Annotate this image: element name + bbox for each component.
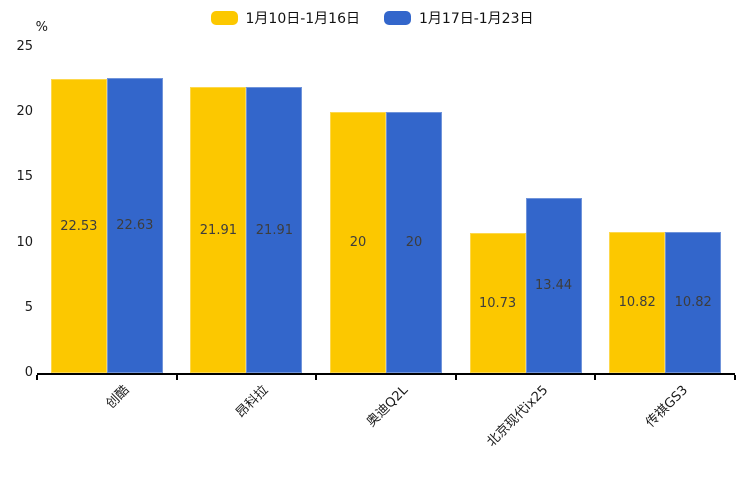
bar-value-label: 13.44 bbox=[534, 277, 573, 293]
bar-value-label: 10.82 bbox=[618, 294, 656, 310]
x-category-label: 奥迪Q2L bbox=[364, 382, 412, 431]
x-axis-tick-mark bbox=[594, 375, 597, 380]
bar-week1: 20 bbox=[330, 112, 386, 373]
x-axis-tick-mark bbox=[454, 375, 457, 380]
x-axis-tick-mark bbox=[175, 375, 178, 380]
x-category-label: 昂科拉 bbox=[233, 382, 272, 422]
bar-value-label: 20 bbox=[349, 235, 367, 251]
y-tick-label: 5 bbox=[24, 299, 33, 315]
bar-week1: 10.73 bbox=[469, 233, 526, 373]
bar-value-label: 22.63 bbox=[116, 217, 154, 233]
y-axis-unit-label: % bbox=[35, 20, 48, 35]
x-category-label: 传祺GS3 bbox=[642, 382, 691, 431]
x-category-label: 创酷 bbox=[103, 382, 133, 412]
bar-value-label: 10.82 bbox=[674, 294, 712, 310]
y-tick-label: 20 bbox=[16, 104, 33, 120]
y-tick-label: 15 bbox=[16, 169, 33, 185]
legend-item-week1[interactable]: 1月10日-1月16日 bbox=[210, 8, 361, 28]
bar-week1: 10.82 bbox=[609, 231, 666, 373]
y-tick-label: 25 bbox=[16, 39, 33, 54]
bar-value-label: 21.91 bbox=[255, 222, 293, 238]
y-tick-label: 10 bbox=[16, 234, 33, 250]
y-tick-label: 0 bbox=[24, 365, 33, 380]
legend-swatch-week1-icon bbox=[210, 11, 238, 25]
bar-week1: 21.91 bbox=[190, 87, 247, 373]
bar-value-label: 20 bbox=[405, 235, 423, 251]
bar-value-label: 10.73 bbox=[478, 295, 517, 311]
x-category-label: 北京现代ix25 bbox=[483, 382, 552, 450]
bar-value-label: 21.91 bbox=[199, 222, 237, 238]
bar-value-label: 22.53 bbox=[60, 218, 98, 234]
x-axis-line bbox=[37, 373, 735, 375]
bar-week2: 20 bbox=[386, 112, 442, 373]
bar-week2: 13.44 bbox=[525, 197, 582, 373]
legend-item-week2[interactable]: 1月17日-1月23日 bbox=[384, 8, 534, 28]
chart-legend: 1月10日-1月16日 1月17日-1月23日 bbox=[0, 8, 744, 28]
bar-week2: 10.82 bbox=[665, 231, 722, 373]
x-axis-tick-mark bbox=[36, 375, 38, 380]
legend-label-week2: 1月17日-1月23日 bbox=[419, 11, 534, 27]
bar-week2: 21.91 bbox=[246, 87, 303, 373]
legend-swatch-week2-icon bbox=[384, 11, 411, 25]
legend-label-week1: 1月10日-1月16日 bbox=[245, 11, 361, 27]
x-axis-tick-mark bbox=[315, 375, 318, 380]
bar-week1: 22.53 bbox=[50, 79, 107, 373]
x-axis-tick-mark bbox=[734, 375, 736, 380]
bar-week2: 22.63 bbox=[106, 77, 163, 373]
